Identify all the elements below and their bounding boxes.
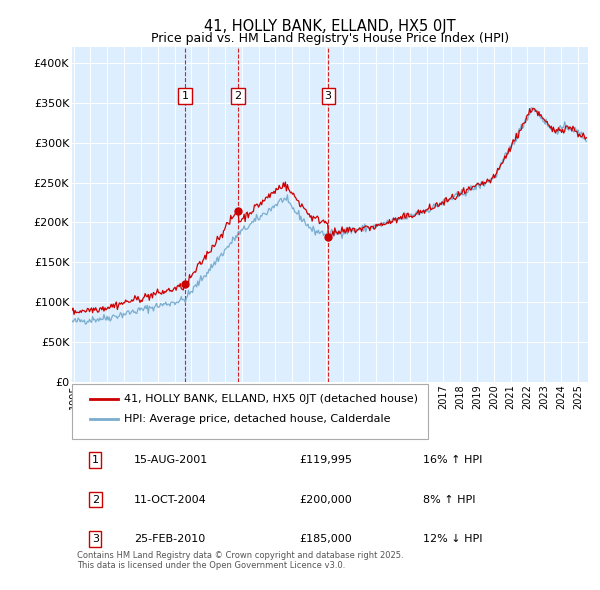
Text: 8% ↑ HPI: 8% ↑ HPI bbox=[423, 494, 475, 504]
Text: £200,000: £200,000 bbox=[299, 494, 352, 504]
Text: Contains HM Land Registry data © Crown copyright and database right 2025.
This d: Contains HM Land Registry data © Crown c… bbox=[77, 551, 404, 571]
Text: 3: 3 bbox=[325, 91, 332, 101]
Text: £185,000: £185,000 bbox=[299, 534, 352, 544]
Text: 2: 2 bbox=[92, 494, 99, 504]
Text: 41, HOLLY BANK, ELLAND, HX5 0JT: 41, HOLLY BANK, ELLAND, HX5 0JT bbox=[204, 19, 456, 34]
Text: 12% ↓ HPI: 12% ↓ HPI bbox=[423, 534, 482, 544]
Text: 1: 1 bbox=[92, 455, 99, 465]
Text: 25-FEB-2010: 25-FEB-2010 bbox=[134, 534, 205, 544]
FancyBboxPatch shape bbox=[72, 384, 428, 438]
Text: HPI: Average price, detached house, Calderdale: HPI: Average price, detached house, Cald… bbox=[124, 414, 390, 424]
Text: 1: 1 bbox=[181, 91, 188, 101]
Text: 2: 2 bbox=[235, 91, 242, 101]
Text: 11-OCT-2004: 11-OCT-2004 bbox=[134, 494, 206, 504]
Text: 15-AUG-2001: 15-AUG-2001 bbox=[134, 455, 208, 465]
Text: 3: 3 bbox=[92, 534, 99, 544]
Text: 16% ↑ HPI: 16% ↑ HPI bbox=[423, 455, 482, 465]
Text: £119,995: £119,995 bbox=[299, 455, 352, 465]
Text: Price paid vs. HM Land Registry's House Price Index (HPI): Price paid vs. HM Land Registry's House … bbox=[151, 32, 509, 45]
Text: 41, HOLLY BANK, ELLAND, HX5 0JT (detached house): 41, HOLLY BANK, ELLAND, HX5 0JT (detache… bbox=[124, 394, 418, 404]
